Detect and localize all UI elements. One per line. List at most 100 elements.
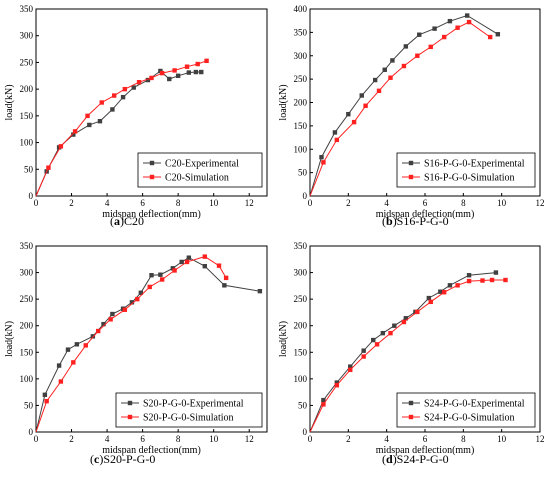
y-tick-label: 350 (20, 241, 34, 251)
panel-caption: (b)S16-P-G-0 (382, 214, 449, 228)
data-point (388, 330, 393, 336)
data-point (110, 311, 115, 317)
x-tick-label: 12 (245, 434, 254, 444)
y-tick-label: 200 (294, 321, 308, 331)
legend-marker (408, 174, 414, 180)
data-point (447, 283, 453, 288)
data-point (371, 337, 376, 343)
legend-box (396, 392, 536, 428)
data-point (158, 272, 163, 277)
y-axis-title: load(kN) (4, 321, 15, 357)
plot-frame (35, 245, 268, 433)
y-tick-label: 200 (20, 84, 34, 94)
data-point (487, 34, 493, 40)
y-tick-label: 300 (294, 51, 308, 61)
data-point (135, 296, 140, 302)
x-tick-label: 10 (497, 198, 507, 208)
x-tick-label: 2 (69, 198, 74, 208)
data-point (147, 284, 152, 290)
y-tick-label: 100 (294, 144, 308, 154)
data-point (503, 277, 508, 283)
x-tick-label: 12 (536, 434, 545, 444)
x-tick-label: 4 (384, 198, 389, 208)
chart-panel-c: 0 50 100 150 200 250 300 350 0 2 4 6 8 10 12 midspan de… (4, 241, 268, 466)
x-axis-title: midspan deflection(mm) (102, 445, 201, 456)
data-point (321, 402, 326, 407)
data-point (122, 86, 128, 92)
y-tick-label: 300 (20, 268, 34, 278)
data-point (438, 289, 443, 294)
data-point (489, 277, 495, 283)
x-tick-label: 4 (105, 198, 110, 208)
data-point (172, 68, 177, 73)
x-tick-label: 6 (423, 198, 428, 208)
x-tick-label: 8 (461, 198, 466, 208)
data-point (120, 94, 126, 100)
legend-marker (127, 414, 133, 420)
data-point (138, 290, 144, 295)
legend-marker (149, 160, 155, 166)
y-tick-label: 100 (20, 374, 34, 384)
chart-panel-d: 0 50 100 150 200 250 300 350 0 2 4 6 8 10 12 midspan de… (278, 241, 545, 466)
data-point (99, 100, 104, 105)
y-tick-label: 350 (294, 241, 308, 251)
data-point (466, 278, 472, 284)
y-tick-label: 0 (303, 191, 308, 201)
x-tick-label: 4 (105, 434, 110, 444)
y-tick-label: 250 (20, 294, 34, 304)
data-point (441, 34, 447, 40)
data-point (145, 77, 151, 83)
data-point (172, 268, 177, 273)
chart-panel-a: 0 50 100 150 200 250 300 350 0 2 4 6 8 10 12 midspan de… (4, 4, 268, 228)
data-point (85, 113, 90, 119)
data-point (222, 283, 227, 288)
data-point (428, 44, 433, 50)
data-point (216, 263, 222, 268)
y-tick-label: 50 (24, 400, 34, 410)
x-tick-label: 10 (209, 434, 219, 444)
y-tick-label: 400 (294, 4, 308, 14)
data-point (58, 144, 64, 149)
y-tick-label: 150 (294, 347, 308, 357)
data-point (42, 392, 48, 397)
x-tick-label: 10 (497, 434, 507, 444)
data-point (149, 75, 154, 81)
data-point (466, 273, 472, 278)
data-point (202, 254, 208, 259)
x-axis-title: midspan deflection(mm) (376, 209, 475, 220)
data-point (346, 111, 351, 117)
series-line (309, 21, 491, 197)
data-point (136, 79, 142, 85)
x-tick-label: 0 (308, 434, 313, 444)
legend-entry: S20-P-G-0-Experimental (143, 399, 244, 410)
y-tick-label: 200 (294, 98, 308, 108)
y-tick-label: 50 (298, 400, 308, 410)
x-tick-label: 8 (176, 434, 181, 444)
data-point (184, 64, 190, 69)
data-point (321, 160, 326, 165)
legend-entry: S20-P-G-0-Simulation (143, 413, 234, 424)
x-tick-label: 0 (34, 434, 39, 444)
data-point (374, 342, 380, 347)
series-simulation (309, 19, 493, 197)
plot-frame (35, 8, 268, 197)
data-point (95, 328, 101, 334)
data-point (480, 278, 485, 283)
data-point (319, 154, 324, 160)
legend-marker (408, 414, 414, 420)
data-point (204, 58, 209, 64)
data-point (321, 397, 326, 403)
data-point (149, 273, 154, 278)
series-line (309, 14, 499, 197)
data-point (74, 342, 80, 347)
data-point (90, 334, 96, 339)
y-tick-label: 150 (294, 121, 308, 131)
y-tick-label: 300 (294, 268, 308, 278)
x-tick-label: 0 (34, 198, 39, 208)
data-point (175, 73, 181, 78)
data-point (495, 32, 501, 37)
data-point (376, 88, 382, 94)
data-point (464, 13, 470, 18)
data-point (392, 323, 397, 328)
data-point (348, 364, 353, 369)
